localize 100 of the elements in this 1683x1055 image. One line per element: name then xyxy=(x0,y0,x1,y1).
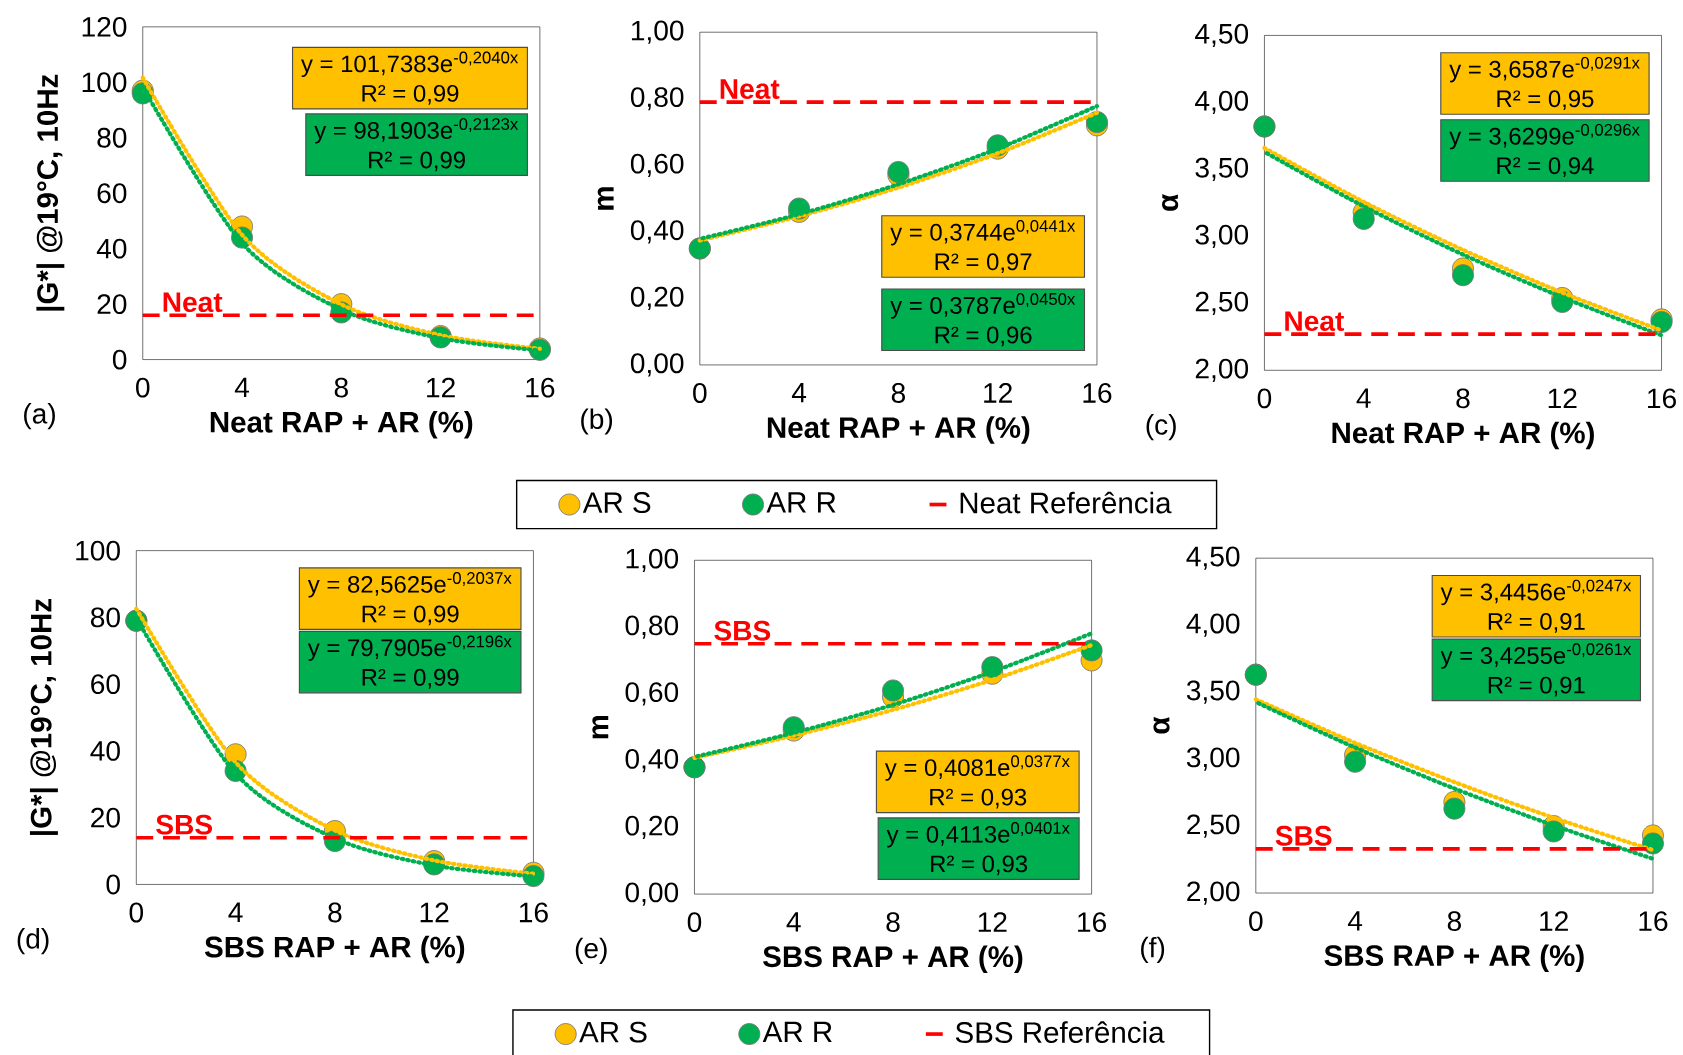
point xyxy=(1641,832,1664,855)
text: (d) xyxy=(17,928,49,955)
annotation: y = 3,6587e$^{-0,0291x}$ xyxy=(1449,56,1640,83)
x-tick-label: 8 xyxy=(328,902,342,923)
y-tick-label: 3,00 xyxy=(1195,224,1249,248)
legend-label: AR R xyxy=(766,492,836,513)
annotation: y = 82,5625e$^{-0,2037x}$ xyxy=(307,572,512,598)
y-tick-label: 2,50 xyxy=(1195,291,1249,315)
ref-line-label: SBS xyxy=(714,620,771,641)
text: (a) xyxy=(24,402,55,430)
x-tick-label: 8 xyxy=(1456,388,1470,409)
y-tick-label: 0,40 xyxy=(630,220,684,244)
legend-label: AR R xyxy=(762,1021,832,1043)
annotation: y = 3,4456e$^{-0,0247x}$ xyxy=(1440,579,1632,606)
y-axis-title: m xyxy=(597,187,614,210)
x-axis-title: SBS RAP + AR (%) xyxy=(1324,944,1584,972)
y-tick-label: 0,80 xyxy=(625,615,679,639)
x-tick-label: 4 xyxy=(228,902,243,922)
annotation: R² = 0,91 xyxy=(1488,612,1585,633)
x-tick-label: 12 xyxy=(984,382,1012,403)
y-tick-label: 4,00 xyxy=(1195,90,1249,114)
x-tick-label: 16 xyxy=(1639,911,1668,931)
y-tick-label: 4,50 xyxy=(1195,23,1249,47)
y-tick-label: 0 xyxy=(106,874,120,895)
annotation: R² = 0,95 xyxy=(1497,90,1594,110)
ref-line-label: SBS xyxy=(1275,825,1332,846)
y-tick-label: 80 xyxy=(97,127,127,148)
x-tick-label: 8 xyxy=(891,382,905,403)
text: Neat Referência xyxy=(960,491,1172,514)
x-tick-label: 4 xyxy=(791,382,807,403)
x-tick-label: 0 xyxy=(136,377,150,398)
point xyxy=(887,160,910,183)
legend-label: AR S xyxy=(582,492,651,513)
y-tick-label: 2,50 xyxy=(1187,814,1240,838)
y-tick-label: 0,80 xyxy=(630,87,684,111)
text: SBS Referência xyxy=(955,1021,1165,1043)
text: (b) xyxy=(581,408,613,435)
text: (f) xyxy=(1141,936,1165,964)
y-axis-title: |G*| @19°C, 10Hz xyxy=(29,598,58,835)
annotation: y = 98,1903e$^{-0,2123x}$ xyxy=(314,118,519,144)
x-tick-label: 12 xyxy=(420,902,449,923)
y-tick-label: 40 xyxy=(96,238,127,259)
y-tick-label: 0,60 xyxy=(625,682,679,706)
point xyxy=(1085,111,1108,133)
text: (e) xyxy=(575,937,607,964)
y-tick-label: 3,00 xyxy=(1186,747,1240,771)
annotation: R² = 0,97 xyxy=(935,253,1032,274)
x-tick-label: 8 xyxy=(334,377,348,398)
y-tick-label: 20 xyxy=(91,807,120,828)
y-axis-title: α xyxy=(1153,716,1170,734)
annotation: R² = 0,99 xyxy=(369,151,465,172)
y-tick-label: 3,50 xyxy=(1195,157,1249,181)
point xyxy=(1352,207,1375,230)
y-tick-label: 0,20 xyxy=(630,286,684,310)
annotation: R² = 0,99 xyxy=(362,84,459,105)
y-tick-label: 0 xyxy=(112,349,127,370)
y-tick-label: 0,00 xyxy=(630,353,684,377)
x-tick-label: 16 xyxy=(1078,912,1106,933)
x-tick-label: 16 xyxy=(1648,388,1676,409)
annotation: y = 0,4113e$^{0,0401x}$ xyxy=(886,822,1070,848)
y-tick-label: 4,50 xyxy=(1186,546,1240,570)
y-axis-title: |G*| @19°C, 10Hz xyxy=(36,74,65,311)
x-tick-label: 0 xyxy=(129,902,144,923)
x-axis-title: Neat RAP + AR (%) xyxy=(767,416,1030,444)
y-tick-label: 4,00 xyxy=(1186,613,1240,637)
x-tick-label: 0 xyxy=(1257,388,1272,409)
y-tick-label: 100 xyxy=(82,72,127,93)
x-tick-label: 4 xyxy=(786,912,801,932)
x-tick-label: 0 xyxy=(693,382,707,403)
y-tick-label: 60 xyxy=(97,183,127,204)
annotation: y = 0,3744e$^{0,0441x}$ xyxy=(890,219,1076,246)
annotation: y = 79,7905e$^{-0,2196x}$ xyxy=(307,635,512,661)
legend-label: AR S xyxy=(579,1021,647,1043)
point xyxy=(1344,750,1367,773)
y-tick-label: 0,20 xyxy=(625,815,679,839)
annotation: y = 0,4081e$^{0,0377x}$ xyxy=(884,755,1070,781)
y-tick-label: 3,50 xyxy=(1186,680,1240,704)
x-axis-title: SBS RAP + AR (%) xyxy=(763,945,1023,973)
annotation: R² = 0,93 xyxy=(931,855,1028,876)
y-tick-label: 100 xyxy=(76,540,120,561)
ref-line-label: Neat xyxy=(720,79,780,99)
y-tick-label: 2,00 xyxy=(1195,358,1249,382)
x-tick-label: 12 xyxy=(978,912,1007,932)
x-tick-label: 4 xyxy=(234,377,250,397)
x-tick-label: 16 xyxy=(1083,382,1112,403)
x-tick-label: 4 xyxy=(1356,388,1371,408)
y-tick-label: 40 xyxy=(90,740,120,761)
annotation: y = 3,4255e$^{-0,0261x}$ xyxy=(1440,643,1632,669)
y-tick-label: 0,40 xyxy=(625,748,679,773)
annotation: y = 0,3787e$^{0,0450x}$ xyxy=(890,293,1076,319)
annotation: R² = 0,91 xyxy=(1488,676,1585,697)
ref-line-label: SBS xyxy=(156,814,213,835)
y-axis-title: m xyxy=(592,715,609,739)
x-tick-label: 12 xyxy=(1540,911,1568,931)
annotation: R² = 0,93 xyxy=(930,788,1027,809)
point xyxy=(1443,797,1466,820)
x-tick-label: 4 xyxy=(1347,911,1363,931)
text: (c) xyxy=(1146,414,1176,441)
x-tick-label: 0 xyxy=(687,912,702,933)
y-tick-label: 1,00 xyxy=(631,20,684,44)
